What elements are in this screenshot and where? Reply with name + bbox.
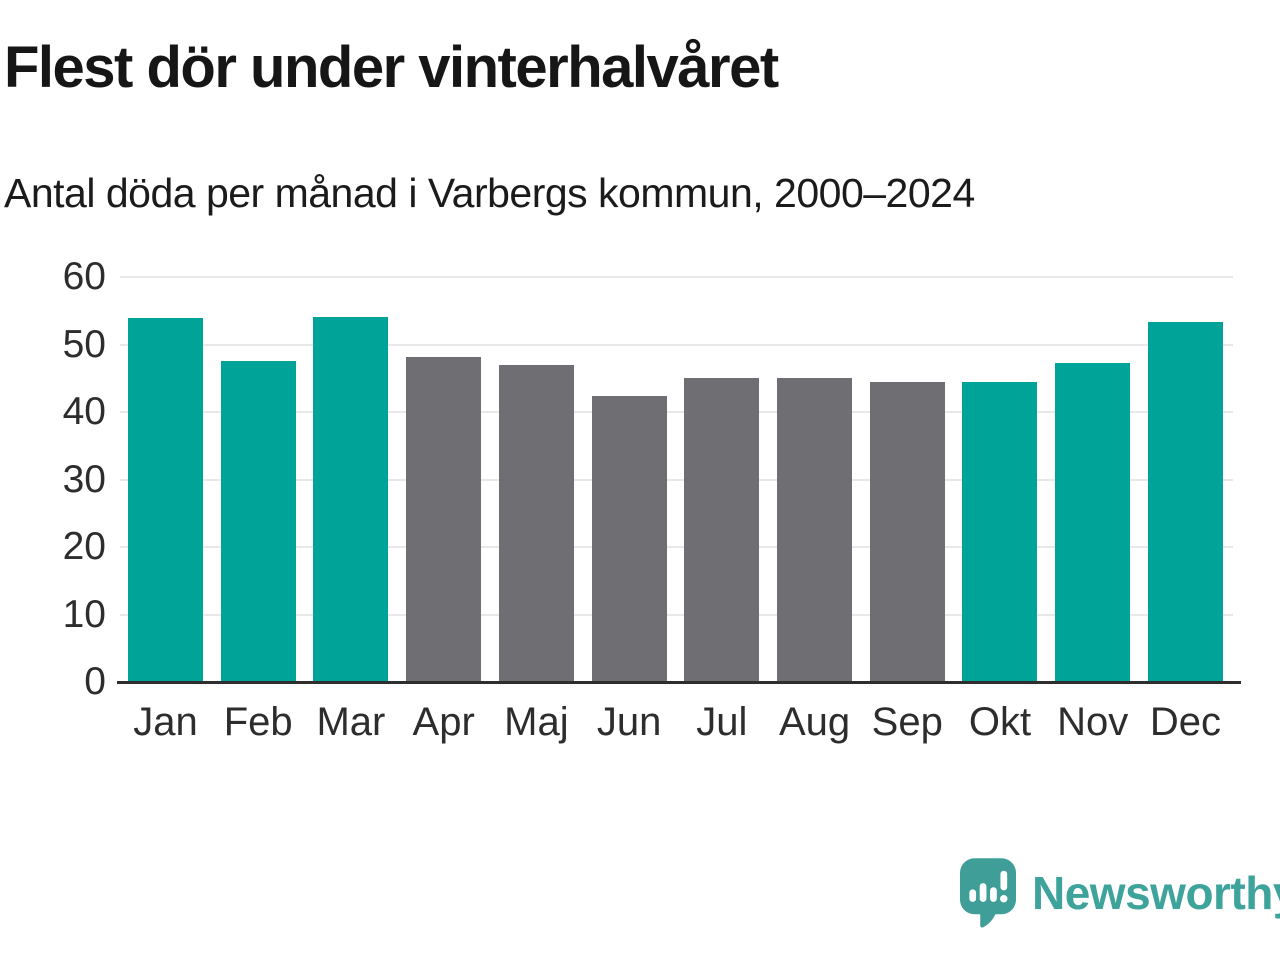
bar-aug xyxy=(777,378,853,682)
chart-title: Flest dör under vinterhalvåret xyxy=(4,35,779,100)
x-axis-label-maj: Maj xyxy=(504,700,569,744)
x-axis-label-sep: Sep xyxy=(871,700,943,744)
bar-jan xyxy=(128,317,203,682)
x-axis-label-jul: Jul xyxy=(696,700,748,744)
y-axis-tick-label-30: 30 xyxy=(62,457,106,501)
x-axis-label-apr: Apr xyxy=(412,700,475,744)
bar-nov xyxy=(1055,363,1131,682)
x-axis-label-jun: Jun xyxy=(596,700,662,744)
newsworthy-logo-icon xyxy=(960,858,1016,928)
bar-okt xyxy=(962,382,1038,682)
y-axis-tick-label-60: 60 xyxy=(62,255,106,298)
y-axis: 0 10 20 30 40 50 60 xyxy=(63,255,1233,703)
bar-series xyxy=(128,277,1223,682)
x-axis-line xyxy=(117,681,1241,684)
bar-jul xyxy=(684,378,760,682)
gridline-40 xyxy=(120,411,1233,413)
y-axis-tick-label-40: 40 xyxy=(62,390,106,433)
brand-wordmark: Newsworthy xyxy=(1032,867,1280,919)
gridline-20 xyxy=(120,546,1233,548)
y-axis-tick-label-10: 10 xyxy=(62,592,106,636)
branding: Newsworthy xyxy=(960,858,1280,928)
bar-feb xyxy=(220,361,296,682)
bar-mar xyxy=(313,316,389,682)
gridline-50 xyxy=(120,343,1233,346)
y-axis-tick-label-20: 20 xyxy=(62,525,106,568)
x-axis-label-feb: Feb xyxy=(223,700,293,744)
x-axis-label-aug: Aug xyxy=(778,700,851,744)
bar-apr xyxy=(406,356,482,682)
x-axis-label-nov: Nov xyxy=(1057,700,1129,744)
y-axis-tick-label-0: 0 xyxy=(84,660,106,703)
bar-sep xyxy=(869,382,945,682)
gridline-30 xyxy=(120,478,1233,481)
x-axis-label-okt: Okt xyxy=(968,700,1032,744)
gridline-60 xyxy=(120,276,1233,278)
x-axis: Jan Feb Mar Apr Maj Jun Jul Aug Sep Okt Nov Dec xyxy=(128,700,1223,745)
bar-maj xyxy=(498,365,574,682)
y-axis-tick-label-50: 50 xyxy=(62,322,106,366)
x-axis-label-mar: Mar xyxy=(316,700,386,744)
bar-jun xyxy=(591,396,667,682)
x-axis-label-jan: Jan xyxy=(133,700,198,744)
bar-chart-plot-area: 0 10 20 30 40 50 60 Jan Feb Mar Apr Maj Jun Jul Aug Se… xyxy=(63,255,1241,744)
gridline-10 xyxy=(120,613,1233,616)
gridline-layer xyxy=(120,276,1233,682)
bar-dec xyxy=(1147,321,1223,682)
chart-subtitle: Antal döda per månad i Varbergs kommun, … xyxy=(4,170,975,216)
x-axis-label-dec: Dec xyxy=(1149,700,1221,744)
